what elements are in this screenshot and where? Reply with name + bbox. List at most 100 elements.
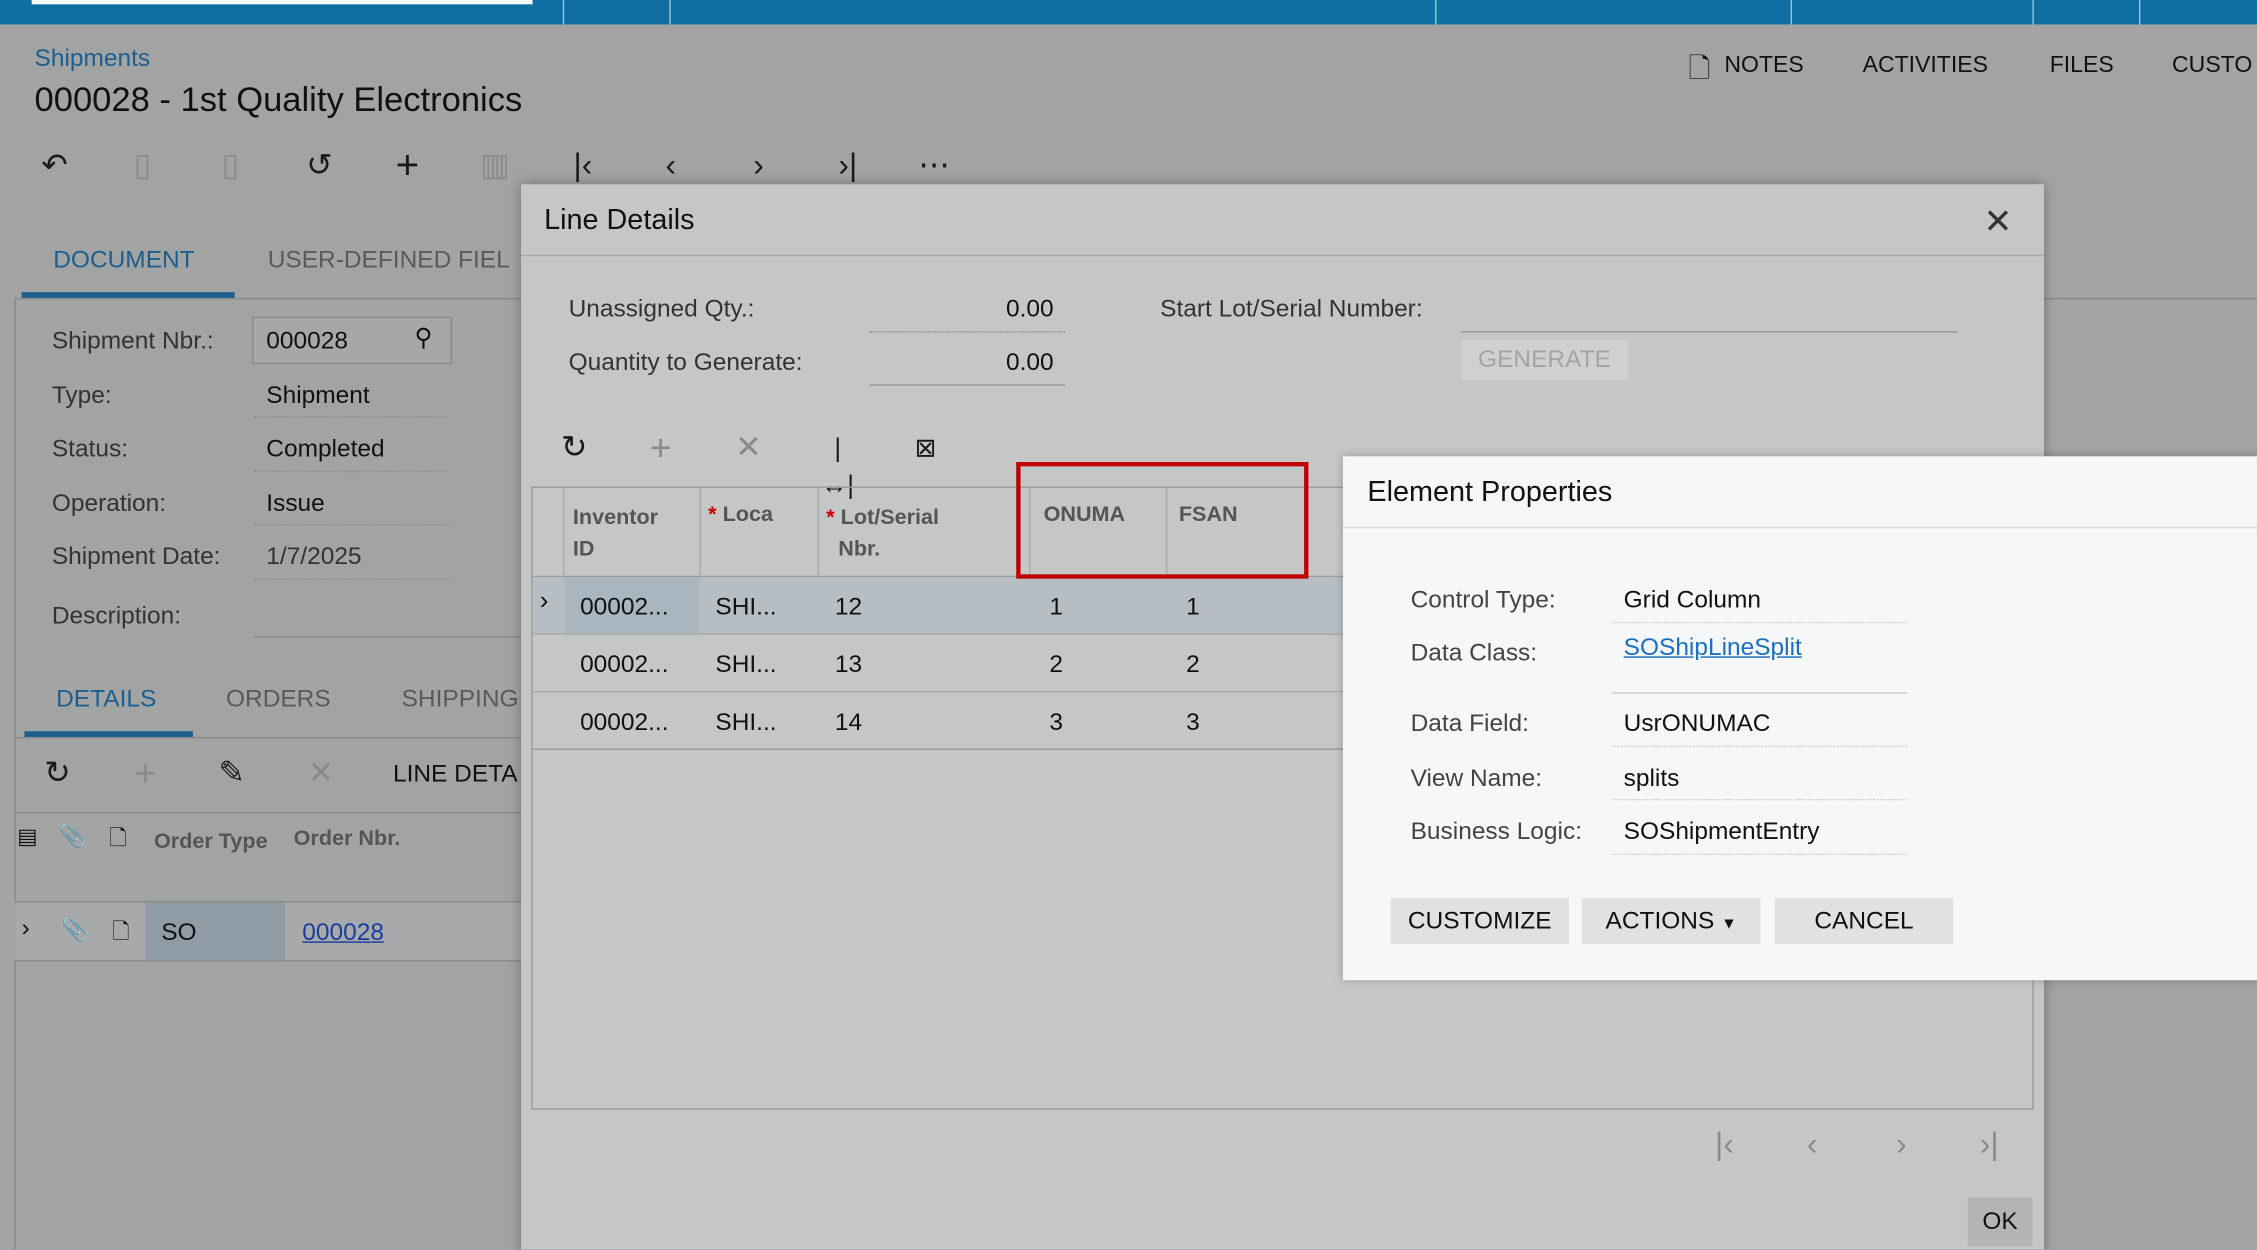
column-header-location[interactable]: * Loca: [708, 502, 774, 527]
fit-columns-icon[interactable]: |↔|: [821, 433, 855, 500]
location-cell: SHI...: [715, 593, 777, 621]
expand-row-icon[interactable]: ›: [21, 914, 30, 942]
attachment-column-icon: 📎: [59, 824, 86, 850]
dialog-title: Line Details: [544, 204, 695, 237]
business-logic-label: Business Logic:: [1410, 817, 1583, 845]
export-excel-icon[interactable]: ⊠: [914, 433, 937, 463]
control-type-label: Control Type:: [1410, 585, 1556, 614]
field-underline: [253, 523, 450, 526]
search-box[interactable]: [31, 0, 533, 5]
column-header-fsan[interactable]: FSAN: [1178, 502, 1238, 527]
refresh-icon[interactable]: ↻: [44, 754, 71, 791]
nav-separator: [562, 0, 565, 25]
notes-button[interactable]: NOTES: [1724, 53, 1804, 78]
column-header-inventory-id[interactable]: Inventor ID: [572, 505, 659, 562]
field-underline: [253, 578, 450, 581]
tab-document[interactable]: DOCUMENT: [53, 246, 195, 274]
business-logic-value: SOShipmentEntry: [1623, 817, 1820, 845]
files-button[interactable]: FILES: [2049, 53, 2114, 78]
delete-icon[interactable]: ▥: [480, 146, 511, 183]
first-page-icon[interactable]: |‹: [1715, 1125, 1734, 1162]
tab-user-defined[interactable]: USER-DEFINED FIEL: [267, 246, 510, 274]
column-header-onuma[interactable]: ONUMA: [1043, 502, 1126, 527]
notes-icon: 🗋: [1688, 54, 1711, 85]
column-header-lot-serial[interactable]: * Lot/Serial Nbr.: [826, 505, 940, 562]
close-icon[interactable]: ✕: [1983, 202, 2013, 242]
divider: [14, 736, 522, 739]
add-row-icon[interactable]: +: [134, 751, 157, 795]
prev-icon[interactable]: ‹: [665, 146, 677, 183]
qty-to-generate-input[interactable]: 0.00: [1006, 348, 1054, 376]
next-page-icon[interactable]: ›: [1896, 1125, 1907, 1162]
search-icon[interactable]: ⚲: [414, 323, 433, 352]
row-selector-icon: ›: [539, 585, 549, 615]
description-label: Description:: [51, 601, 182, 630]
tab-shipping[interactable]: SHIPPING: [401, 685, 519, 713]
selected-cell: [145, 902, 286, 961]
panel-title: Element Properties: [1367, 476, 1613, 509]
order-type-cell: SO: [161, 918, 197, 946]
caret-down-icon: ▼: [1721, 915, 1737, 933]
shipment-date-value[interactable]: 1/7/2025: [266, 542, 362, 571]
more-icon[interactable]: ⋯: [918, 146, 951, 183]
shipment-nbr-value: 000028: [266, 326, 348, 355]
edit-icon[interactable]: ✎: [218, 754, 246, 791]
refresh-icon[interactable]: ↻: [561, 428, 588, 465]
fsan-cell: 3: [1186, 708, 1200, 736]
field-underline: [1612, 853, 1908, 856]
last-page-icon[interactable]: ›|: [1979, 1125, 1999, 1162]
grid-border: [14, 811, 522, 814]
delete-row-icon[interactable]: ✕: [735, 428, 762, 465]
line-details-button[interactable]: LINE DETA: [392, 760, 518, 788]
actions-button[interactable]: ACTIONS ▼: [1581, 898, 1761, 945]
attachment-icon[interactable]: 📎: [61, 918, 89, 943]
divider: [14, 297, 522, 300]
customize-button[interactable]: CUSTOMIZE: [1390, 898, 1569, 945]
data-field-value: UsrONUMAC: [1623, 709, 1771, 737]
column-header-order-nbr[interactable]: Order Nbr.: [293, 826, 401, 851]
add-icon[interactable]: +: [395, 142, 420, 188]
start-lot-input[interactable]: [1460, 292, 1958, 333]
next-icon[interactable]: ›: [753, 146, 764, 183]
unassigned-qty-value: 0.00: [1006, 295, 1054, 323]
save-icon[interactable]: ▯: [221, 146, 240, 183]
cancel-button[interactable]: CANCEL: [1774, 898, 1954, 945]
breadcrumb[interactable]: Shipments: [34, 44, 151, 72]
element-properties-panel: Element Properties Control Type: Grid Co…: [1342, 456, 2257, 981]
tab-orders[interactable]: ORDERS: [225, 685, 331, 713]
first-icon[interactable]: |‹: [573, 146, 593, 183]
undo-icon[interactable]: ↺: [306, 146, 333, 183]
field-underline: [1612, 745, 1908, 748]
table-row[interactable]: 00002... SHI... 14 3 3: [532, 692, 2033, 750]
note-icon[interactable]: 🗋: [112, 919, 130, 945]
customization-button[interactable]: CUSTO: [2172, 53, 2253, 78]
panel-border: [14, 297, 16, 1250]
qty-to-generate-label: Quantity to Generate:: [568, 348, 803, 376]
shipment-nbr-input[interactable]: 000028 ⚲: [251, 316, 452, 365]
back-icon[interactable]: ↶: [41, 146, 68, 183]
delete-row-icon[interactable]: ✕: [307, 754, 335, 791]
last-icon[interactable]: ›|: [838, 146, 858, 183]
column-header-order-type[interactable]: Order Type: [154, 829, 268, 854]
status-value: Completed: [266, 434, 385, 463]
table-row[interactable]: › 📎 🗋 SO 000028: [14, 901, 522, 962]
onuma-cell: 3: [1049, 708, 1063, 736]
save-close-icon[interactable]: ▯: [133, 146, 152, 183]
field-underline: [253, 415, 450, 418]
field-underline: [869, 384, 1066, 386]
active-tab-indicator: [21, 292, 235, 298]
shipment-nbr-label: Shipment Nbr.:: [51, 326, 214, 355]
order-nbr-link[interactable]: 000028: [302, 918, 384, 946]
tab-details[interactable]: DETAILS: [56, 685, 157, 713]
activities-button[interactable]: ACTIVITIES: [1862, 53, 1988, 78]
prev-page-icon[interactable]: ‹: [1806, 1125, 1818, 1162]
add-row-icon[interactable]: +: [649, 426, 672, 470]
nav-separator: [2138, 0, 2141, 25]
data-class-link[interactable]: SOShipLineSplit: [1623, 633, 1802, 661]
fsan-cell: 2: [1186, 650, 1200, 678]
generate-button[interactable]: GENERATE: [1460, 339, 1628, 381]
ok-button[interactable]: OK: [1967, 1197, 2033, 1247]
start-lot-label: Start Lot/Serial Number:: [1160, 295, 1423, 323]
description-input[interactable]: [253, 636, 522, 638]
table-row[interactable]: 00002... SHI... 13 2 2: [532, 635, 2033, 693]
